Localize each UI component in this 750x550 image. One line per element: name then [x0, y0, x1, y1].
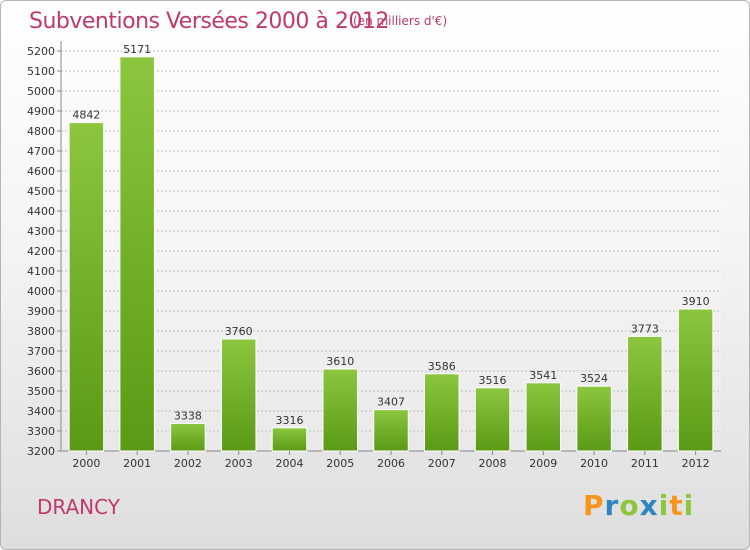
bar-value-label: 3316	[275, 414, 303, 427]
y-tick-label: 3800	[27, 325, 55, 338]
bar-value-label: 3541	[529, 369, 557, 382]
y-tick-label: 4000	[27, 285, 55, 298]
bar	[424, 373, 460, 452]
y-tick-label: 4600	[27, 165, 55, 178]
bar-value-label: 3407	[377, 396, 405, 409]
x-tick-label: 2008	[479, 457, 507, 470]
y-tick-label: 3900	[27, 305, 55, 318]
y-tick-label: 3500	[27, 385, 55, 398]
x-tick-label: 2007	[428, 457, 456, 470]
chart-subtitle: (en milliers d'€)	[353, 14, 448, 28]
y-tick-label: 5200	[27, 45, 55, 58]
y-tick-label: 3700	[27, 345, 55, 358]
x-tick-label: 2002	[174, 457, 202, 470]
bar-value-label: 3524	[580, 372, 608, 385]
bar	[170, 422, 206, 452]
logo-letter: r	[604, 489, 620, 522]
y-tick-label: 3200	[27, 445, 55, 458]
logo-letter: o	[619, 489, 640, 522]
logo-letter: t	[669, 489, 684, 522]
y-tick-label: 4300	[27, 225, 55, 238]
bar-value-label: 5171	[123, 43, 151, 56]
y-tick-label: 4200	[27, 245, 55, 258]
bar-value-label: 3760	[225, 325, 253, 338]
bar-value-label: 3773	[631, 322, 659, 335]
y-tick-label: 4500	[27, 185, 55, 198]
y-tick-label: 4100	[27, 265, 55, 278]
bar	[322, 368, 358, 452]
bar-value-label: 4842	[72, 109, 100, 122]
bar	[68, 122, 105, 452]
x-tick-label: 2011	[631, 457, 659, 470]
logo-letter: P	[583, 489, 605, 522]
bar-value-label: 3516	[479, 374, 507, 387]
bar	[373, 409, 409, 452]
y-tick-label: 5000	[27, 85, 55, 98]
y-tick-label: 4400	[27, 205, 55, 218]
proxiti-logo: Proxiti	[583, 489, 694, 522]
bar-value-label: 3610	[326, 355, 354, 368]
x-tick-label: 2001	[123, 457, 151, 470]
y-tick-label: 4700	[27, 145, 55, 158]
bar-value-label: 3586	[428, 360, 456, 373]
bar	[119, 56, 155, 452]
y-tick-label: 4900	[27, 105, 55, 118]
x-tick-label: 2006	[377, 457, 405, 470]
bar	[627, 335, 663, 452]
y-tick-label: 3300	[27, 425, 55, 438]
y-tick-label: 4800	[27, 125, 55, 138]
logo-letter: i	[658, 489, 670, 522]
x-tick-label: 2005	[326, 457, 354, 470]
y-tick-label: 3600	[27, 365, 55, 378]
bar-value-label: 3910	[682, 295, 710, 308]
plot-area	[61, 41, 721, 451]
x-tick-label: 2000	[72, 457, 100, 470]
x-tick-label: 2003	[225, 457, 253, 470]
bar	[576, 385, 612, 452]
x-tick-label: 2009	[529, 457, 557, 470]
bar	[525, 382, 562, 452]
y-tick-label: 3400	[27, 405, 55, 418]
logo-letter: x	[639, 489, 659, 522]
bar	[474, 387, 511, 452]
bar	[677, 308, 714, 452]
x-tick-label: 2010	[580, 457, 608, 470]
logo-letter: i	[683, 489, 695, 522]
y-tick-label: 5100	[27, 65, 55, 78]
bar	[271, 427, 308, 452]
bar-value-label: 3338	[174, 409, 202, 422]
x-tick-label: 2012	[682, 457, 710, 470]
chart-title: Subventions Versées 2000 à 2012	[29, 9, 389, 34]
bar	[220, 338, 257, 452]
location-name: DRANCY	[37, 495, 120, 519]
x-tick-label: 2004	[275, 457, 303, 470]
